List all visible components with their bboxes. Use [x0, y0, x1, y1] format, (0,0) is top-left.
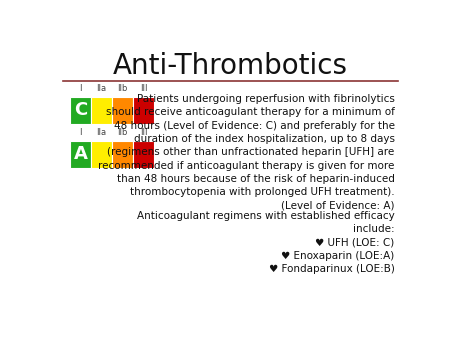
Text: IIa: IIa: [97, 83, 107, 93]
Text: III: III: [140, 83, 147, 93]
Bar: [112, 97, 133, 124]
Bar: [112, 141, 133, 168]
Bar: [91, 141, 112, 168]
Text: I: I: [79, 83, 82, 93]
Text: Patients undergoing reperfusion with fibrinolytics
should receive anticoagulant : Patients undergoing reperfusion with fib…: [98, 94, 395, 211]
Bar: [133, 141, 154, 168]
Text: IIb: IIb: [117, 83, 128, 93]
Text: I: I: [79, 128, 82, 137]
Text: IIa: IIa: [97, 128, 107, 137]
Bar: [70, 141, 91, 168]
Text: III: III: [140, 128, 147, 137]
Text: Anti-Thrombotics: Anti-Thrombotics: [113, 52, 348, 80]
Text: IIb: IIb: [117, 128, 128, 137]
Text: Anticoagulant regimens with established efficacy
include:
♥ UFH (LOE: C)
♥ Enoxa: Anticoagulant regimens with established …: [137, 211, 395, 274]
Bar: [70, 97, 91, 124]
Text: A: A: [74, 145, 88, 164]
Bar: [133, 97, 154, 124]
Bar: [91, 97, 112, 124]
Text: C: C: [74, 101, 87, 119]
